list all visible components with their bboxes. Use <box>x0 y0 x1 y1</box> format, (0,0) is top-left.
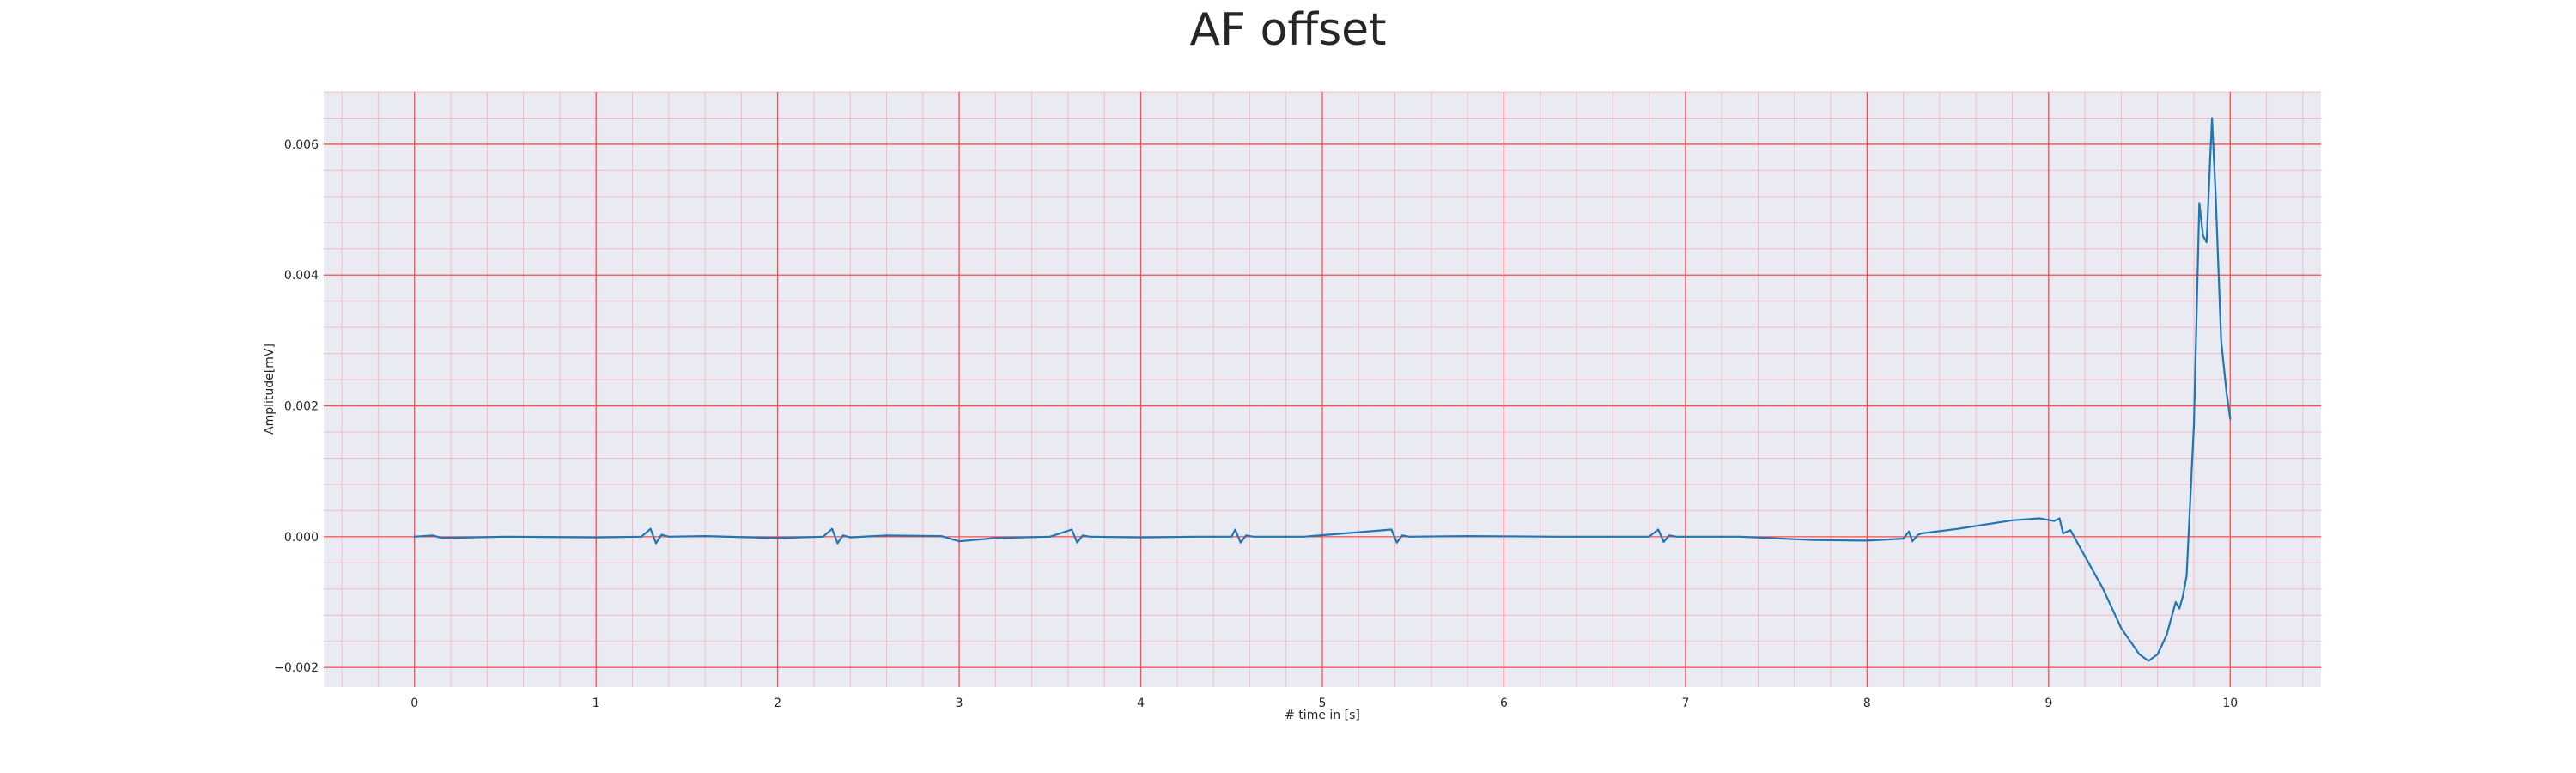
x-tick-label: 3 <box>956 697 963 710</box>
plot-area: 0 1 2 3 4 5 6 7 8 9 10 −0.002 0.000 0.002 0.004 0.006 <box>274 91 2321 710</box>
x-tick-label: 8 <box>1863 697 1871 710</box>
y-axis-label: Amplitude[mV] <box>263 344 276 435</box>
y-tick-label: 0.002 <box>284 400 319 414</box>
x-tick-label: 0 <box>410 697 418 710</box>
x-tick-label: 2 <box>774 697 781 710</box>
x-tick-label: 4 <box>1137 697 1145 710</box>
y-tick-label: 0.000 <box>284 531 319 545</box>
chart-title: AF offset <box>1189 4 1386 56</box>
x-tick-label: 1 <box>592 697 600 710</box>
y-tick-label: 0.004 <box>284 269 319 283</box>
x-tick-label: 7 <box>1681 697 1689 710</box>
x-axis-label: # time in [s] <box>1285 709 1360 722</box>
y-tick-label: −0.002 <box>274 661 319 675</box>
x-tick-label: 5 <box>1319 697 1327 710</box>
y-tick-label: 0.006 <box>284 138 319 152</box>
x-tick-label: 6 <box>1500 697 1508 710</box>
x-tick-label: 10 <box>2222 697 2238 710</box>
x-tick-label: 9 <box>2044 697 2052 710</box>
series-line <box>413 117 2232 662</box>
